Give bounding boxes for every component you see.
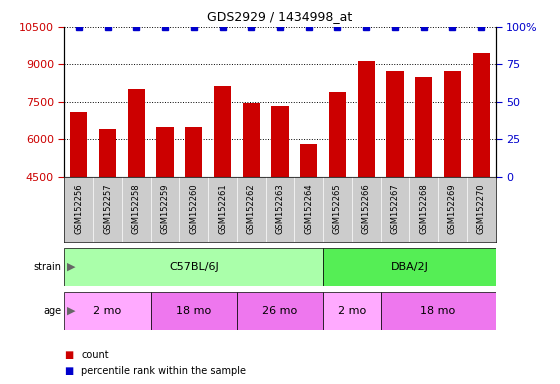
Bar: [128, 89, 145, 289]
Text: count: count: [81, 350, 109, 360]
Text: GSM152258: GSM152258: [132, 183, 141, 234]
Bar: [70, 112, 87, 289]
Text: 26 mo: 26 mo: [263, 306, 297, 316]
Bar: [323, 248, 496, 286]
Bar: [214, 86, 231, 289]
Text: DBA/2J: DBA/2J: [390, 262, 428, 272]
Bar: [358, 61, 375, 289]
Text: 2 mo: 2 mo: [94, 306, 122, 316]
Text: GSM152270: GSM152270: [477, 183, 486, 234]
Text: GSM152264: GSM152264: [304, 183, 313, 234]
Text: ▶: ▶: [67, 306, 76, 316]
Text: GDS2929 / 1434998_at: GDS2929 / 1434998_at: [207, 10, 353, 23]
Text: ▶: ▶: [67, 262, 76, 272]
Text: 18 mo: 18 mo: [176, 306, 211, 316]
Bar: [99, 129, 116, 289]
Text: age: age: [44, 306, 62, 316]
Text: GSM152263: GSM152263: [276, 183, 284, 234]
Text: 18 mo: 18 mo: [421, 306, 456, 316]
Bar: [381, 292, 496, 330]
Text: GSM152262: GSM152262: [247, 183, 256, 234]
Bar: [415, 77, 432, 289]
Text: GSM152257: GSM152257: [103, 183, 112, 234]
Bar: [386, 71, 404, 289]
Text: GSM152268: GSM152268: [419, 183, 428, 234]
Bar: [64, 292, 151, 330]
Text: ■: ■: [64, 350, 74, 360]
Bar: [185, 127, 202, 289]
Text: percentile rank within the sample: percentile rank within the sample: [81, 366, 246, 376]
Bar: [300, 144, 318, 289]
Text: ■: ■: [64, 366, 74, 376]
Text: GSM152266: GSM152266: [362, 183, 371, 234]
Bar: [242, 103, 260, 289]
Bar: [64, 248, 323, 286]
Bar: [272, 106, 288, 289]
Bar: [156, 127, 174, 289]
Bar: [473, 53, 490, 289]
Bar: [444, 71, 461, 289]
Text: GSM152265: GSM152265: [333, 183, 342, 234]
Text: GSM152267: GSM152267: [390, 183, 399, 234]
Text: GSM152259: GSM152259: [161, 183, 170, 234]
Text: GSM152261: GSM152261: [218, 183, 227, 234]
Bar: [329, 92, 346, 289]
Text: GSM152256: GSM152256: [74, 183, 83, 234]
Bar: [323, 292, 381, 330]
Bar: [237, 292, 323, 330]
Text: GSM152260: GSM152260: [189, 183, 198, 234]
Text: 2 mo: 2 mo: [338, 306, 366, 316]
Text: strain: strain: [34, 262, 62, 272]
Text: C57BL/6J: C57BL/6J: [169, 262, 218, 272]
Bar: [151, 292, 237, 330]
Text: GSM152269: GSM152269: [448, 183, 457, 234]
